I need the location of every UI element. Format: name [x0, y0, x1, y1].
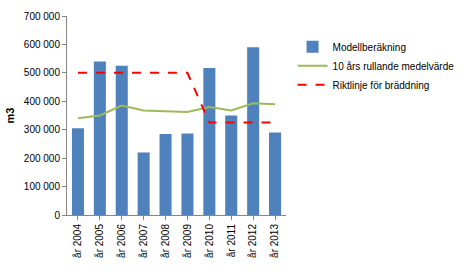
- svg-text:år 2005: år 2005: [94, 224, 105, 258]
- svg-text:400 000: 400 000: [24, 96, 61, 107]
- svg-text:Modellberäkning: Modellberäkning: [333, 42, 406, 53]
- svg-text:år 2009: år 2009: [182, 224, 193, 258]
- svg-text:700 000: 700 000: [24, 11, 61, 22]
- svg-text:år 2012: år 2012: [247, 224, 258, 258]
- svg-text:100 000: 100 000: [24, 181, 61, 192]
- svg-text:år 2013: år 2013: [269, 224, 280, 258]
- svg-text:200 000: 200 000: [24, 153, 61, 164]
- svg-text:0: 0: [54, 210, 60, 221]
- svg-text:år 2011: år 2011: [226, 224, 237, 258]
- svg-text:år 2004: år 2004: [72, 224, 83, 258]
- svg-text:500 000: 500 000: [24, 67, 61, 78]
- svg-text:år 2006: år 2006: [116, 224, 127, 258]
- svg-text:300 000: 300 000: [24, 124, 61, 135]
- svg-text:år 2008: år 2008: [160, 224, 171, 258]
- svg-text:Riktlinje för bräddning: Riktlinje för bräddning: [333, 80, 430, 91]
- svg-text:600 000: 600 000: [24, 39, 61, 50]
- svg-text:m3: m3: [4, 108, 16, 124]
- svg-text:år 2010: år 2010: [204, 224, 215, 258]
- svg-text:år 2007: år 2007: [138, 224, 149, 258]
- svg-text:10 års rullande medelvärde: 10 års rullande medelvärde: [333, 61, 455, 72]
